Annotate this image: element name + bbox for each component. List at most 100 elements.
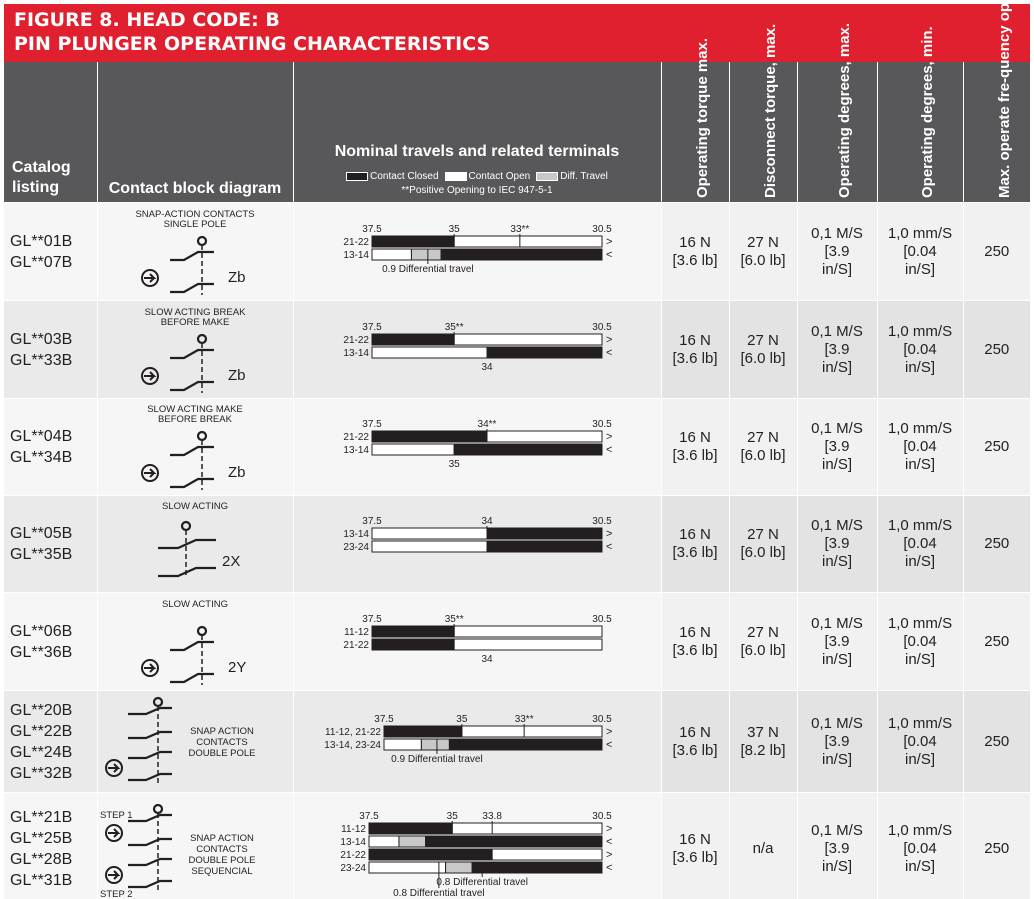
deg-max-cell-line: in/S]	[821, 553, 852, 570]
travel-tick-label: 37.5	[362, 419, 382, 430]
diagram-side-text: CONTACTS	[196, 737, 248, 748]
catalog-cell: GL**04B GL**34B	[4, 398, 98, 496]
travel-tick-label: 33**	[510, 224, 529, 235]
disc-torque-cell-line: 27 N	[747, 429, 779, 446]
catalog-cell: GL**06B GL**36B	[4, 592, 98, 691]
legend-closed-label: Contact Closed	[370, 171, 439, 182]
deg-max-cell-line: [3.9	[824, 732, 850, 750]
travel-segment	[486, 430, 602, 443]
diagram-side-text: SNAP ACTION	[190, 726, 254, 737]
deg-max-cell-line: 0,1 M/S	[811, 517, 863, 534]
table-row: GL**06B GL**36B SLOW ACTING 2Y 37.5 35** 30.5 1…	[4, 592, 1030, 691]
travel-segment	[368, 848, 493, 861]
catalog-number: GL**35B	[10, 546, 73, 563]
deg-min-cell-line: [0.04	[903, 535, 937, 552]
travel-tick-label: 35	[446, 811, 458, 822]
direction-arrow: <	[606, 249, 612, 261]
travel-chart: 37.5 35** 30.5 21-22 >13-14 <34	[343, 322, 612, 373]
catalog-number: GL**36B	[10, 643, 73, 661]
travel-segment	[371, 443, 455, 456]
diagram-cell: SLOW ACTING 2X	[97, 495, 294, 593]
direction-arrow: >	[606, 726, 612, 738]
terminal-label: 21-22	[343, 432, 369, 443]
op-torque-cell: 16 N [3.6 lb]	[661, 690, 730, 793]
terminal-label: 13-14	[343, 250, 369, 261]
op-torque-cell-line: 16 N	[679, 429, 711, 446]
diagram-side-text: SEQUENCIAL	[191, 866, 252, 877]
travel-segment	[383, 738, 422, 750]
header-deg-min-label: Operating degrees, min.	[919, 26, 936, 198]
travel-cell: 37.5 34** 30.5 21-22 >13-14 <35	[293, 398, 662, 496]
deg-max-cell-line: 0,1 M/S	[811, 821, 863, 839]
travel-segment	[371, 333, 455, 345]
legend: Contact Closed Contact Open Diff. Travel	[300, 171, 655, 182]
travel-tick-label: 34**	[477, 419, 496, 430]
diagram-title: SLOW ACTING BREAK	[144, 307, 245, 318]
terminal-label: 21-22	[340, 850, 366, 861]
header-max-freq-label: Max. operate fre-quency ops/min	[995, 0, 1013, 198]
table-row: GL**03B GL**33B SLOW ACTING BREAK BEFORE MA…	[4, 300, 1030, 399]
terminal-label: 21-22	[343, 335, 369, 346]
disc-torque-cell-line: [6.0 lb]	[740, 349, 786, 367]
travel-segment	[397, 835, 426, 848]
travel-note: 0.9 Differential travel	[382, 264, 474, 275]
catalog-number: GL**03B	[10, 330, 73, 348]
direction-arrow: >	[606, 334, 612, 346]
diagram-title: SLOW ACTING	[162, 501, 228, 512]
header-row: Catalog listing Contact block diagram No…	[4, 0, 1030, 203]
disc-torque-cell: 27 N [6.0 lb]	[729, 202, 798, 301]
diagram-title: BEFORE MAKE	[160, 317, 229, 328]
travel-segment	[371, 638, 455, 650]
travel-segment	[371, 346, 487, 358]
deg-min-cell: 1,0 mm/S [0.04 in/S]	[877, 300, 964, 399]
diagram-label: 2X	[222, 553, 240, 570]
catalog-number: GL**32B	[10, 764, 73, 782]
catalog-number: GL**01B	[10, 232, 73, 250]
op-torque-cell-line: [3.6 lb]	[672, 848, 718, 866]
deg-min-cell-line: in/S]	[904, 456, 935, 473]
travel-tick-label: 35	[456, 714, 468, 725]
disc-torque-cell-line: 37 N	[747, 723, 779, 741]
travel-cell: 37.5 35** 30.5 11-12 21-22 34	[293, 592, 662, 691]
figure-title-line2: PIN PLUNGER OPERATING CHARACTERISTICS	[14, 33, 491, 55]
catalog-number: GL**04B	[10, 428, 73, 445]
travel-segment	[486, 540, 602, 553]
diagram-cell: SLOW ACTING 2Y	[97, 592, 294, 691]
travel-tick-label: 30.5	[592, 614, 612, 625]
travel-segment	[371, 235, 455, 247]
diagram-label: Zb	[228, 464, 246, 481]
disc-torque-cell-line: 27 N	[747, 233, 779, 251]
contact-diagram	[169, 333, 214, 393]
table-row: GL**04B GL**34B SLOW ACTING MAKE BEFORE BRE…	[4, 398, 1030, 496]
deg-min-cell-line: in/S]	[904, 553, 935, 570]
diagram-side-text: DOUBLE POLE	[188, 748, 255, 759]
characteristics-table: Catalog listing Contact block diagram No…	[4, 0, 1030, 899]
travel-cell: 37.5 35 33** 30.5 21-22 >13-14 <0.9 Differenti…	[293, 202, 662, 301]
deg-max-cell-line: in/S]	[821, 456, 852, 473]
travel-segment	[453, 625, 602, 637]
deg-min-cell: 1,0 mm/S [0.04 in/S]	[877, 495, 964, 593]
catalog-number: GL**20B	[10, 701, 73, 719]
disc-torque-cell-line: [6.0 lb]	[740, 447, 786, 464]
deg-max-cell-line: 0,1 M/S	[811, 322, 863, 340]
freq-cell: 250	[963, 592, 1030, 691]
travel-tick-label: 33**	[514, 714, 533, 725]
travel-segment	[410, 248, 442, 260]
deg-min-cell-line: [0.04	[903, 732, 937, 750]
freq-cell: 250	[963, 300, 1030, 399]
freq-cell: 250	[963, 202, 1030, 301]
travel-segment	[486, 346, 602, 358]
direction-arrow: >	[606, 528, 612, 540]
table-row: GL**21B GL**25B GL**28B GL**31B SNAP ACTION C…	[4, 792, 1030, 899]
header-diagram: Contact block diagram	[97, 62, 294, 203]
deg-max-cell: 0,1 M/S [3.9 in/S]	[797, 592, 878, 691]
deg-min-cell-line: 1,0 mm/S	[887, 420, 953, 437]
terminal-label: 11-12	[344, 627, 369, 638]
figure-title-line1: FIGURE 8. HEAD CODE: B	[14, 9, 280, 31]
travel-segment	[453, 235, 602, 247]
direction-arrow: >	[606, 236, 612, 248]
direction-arrow: <	[606, 836, 612, 848]
travel-segment	[371, 540, 487, 553]
